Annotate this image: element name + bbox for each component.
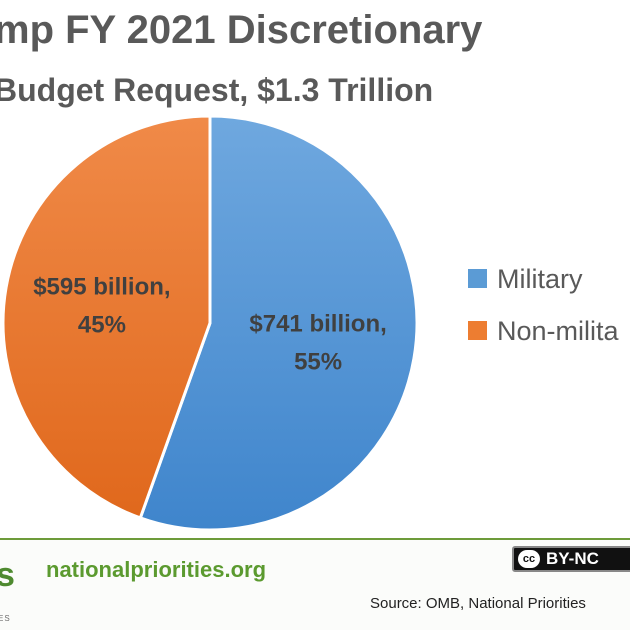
cc-icon: cc <box>518 550 540 568</box>
legend-swatch-non-military <box>468 321 487 341</box>
logo-tagline: ES <box>0 614 11 623</box>
chart-subtitle: Budget Request, $1.3 Trillion <box>0 72 434 108</box>
footer-divider <box>0 538 630 540</box>
chart-title: mp FY 2021 Discretionary <box>0 8 483 52</box>
license-text: BY-NC <box>546 549 599 568</box>
source-note: Source: OMB, National Priorities <box>370 595 586 612</box>
pie-slice-non-military <box>1 114 212 520</box>
slice-label-non-military: $595 billion, 45% <box>33 273 170 338</box>
legend-item-non-military: Non-milita <box>468 316 619 347</box>
legend-item-military: Military <box>468 264 583 295</box>
legend-swatch-military <box>468 269 487 289</box>
legend-label-non-military: Non-milita <box>497 316 619 346</box>
license-badge: cc BY-NC <box>512 546 630 572</box>
pie-chart: $741 billion, 55% $595 billion, 45% <box>1 114 419 532</box>
legend-label-military: Military <box>497 264 583 294</box>
pie-slice-military <box>138 114 419 532</box>
slice-label-military: $741 billion, 55% <box>249 311 386 376</box>
logo: s <box>0 556 15 594</box>
site-url: nationalpriorities.org <box>46 557 267 582</box>
